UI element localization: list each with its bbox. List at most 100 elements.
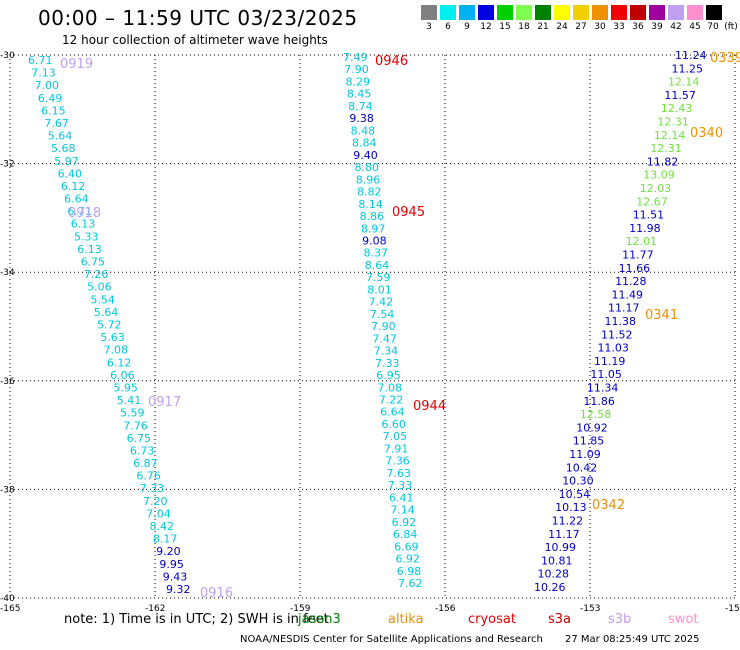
wave-height-value: 6.92 xyxy=(392,516,417,529)
scale-swatch xyxy=(611,5,627,20)
wave-height-value: 9.38 xyxy=(349,112,374,125)
scale-label: 36 xyxy=(632,22,644,32)
footer-note: note: 1) Time is in UTC; 2) SWH is in fe… xyxy=(64,612,329,627)
wave-height-value: 11.22 xyxy=(552,515,584,528)
wave-height-value: 11.52 xyxy=(601,328,633,341)
wave-height-value: 11.66 xyxy=(619,262,651,275)
wave-height-value: 8.97 xyxy=(361,222,386,235)
wave-height-value: 5.06 xyxy=(87,281,112,294)
wave-height-value: 7.04 xyxy=(146,507,171,520)
wave-height-value: 7.08 xyxy=(104,344,129,357)
wave-height-value: 5.68 xyxy=(51,142,76,155)
wave-height-value: 5.59 xyxy=(120,407,145,420)
wave-height-value: 7.33 xyxy=(140,482,165,495)
wave-height-value: 10.54 xyxy=(559,488,591,501)
wave-height-value: 6.64 xyxy=(64,193,89,206)
wave-height-value: 7.20 xyxy=(143,495,168,508)
wave-height-value: 11.51 xyxy=(633,209,665,222)
scale-swatch xyxy=(668,5,684,20)
wave-height-value: 11.28 xyxy=(615,275,647,288)
wave-height-value: 10.26 xyxy=(534,581,566,594)
wave-height-value: 12.03 xyxy=(640,182,672,195)
wave-height-value: 11.57 xyxy=(664,89,696,102)
scale-swatch xyxy=(687,5,703,20)
scale-swatch xyxy=(630,5,646,20)
wave-height-value: 7.63 xyxy=(386,467,411,480)
wave-height-value: 12.67 xyxy=(636,195,668,208)
scale-label: 24 xyxy=(556,22,568,32)
wave-height-value: 6.73 xyxy=(130,444,155,457)
pass-time-label: 0917 xyxy=(148,395,181,410)
wave-height-value: 5.64 xyxy=(94,306,119,319)
scale-swatch xyxy=(516,5,532,20)
pass-time-label: 0919 xyxy=(60,57,93,72)
pass-time-label: 0342 xyxy=(592,498,625,513)
wave-height-value: 6.12 xyxy=(61,180,86,193)
wave-height-value: 11.98 xyxy=(629,222,661,235)
scale-label: 70 xyxy=(707,22,719,32)
scale-swatch xyxy=(459,5,475,20)
wave-height-value: 7.33 xyxy=(388,479,413,492)
wave-height-value: 10.30 xyxy=(562,475,594,488)
wave-height-value: 7.34 xyxy=(374,345,399,358)
wave-height-value: 5.41 xyxy=(117,394,142,407)
wave-height-value: 12.01 xyxy=(626,235,658,248)
wave-height-value: 7.08 xyxy=(378,381,403,394)
lon-tick-label: -165 xyxy=(0,604,20,614)
scale-label: 6 xyxy=(445,22,451,32)
pass-time-label: 0946 xyxy=(375,54,408,69)
scale-label: 3 xyxy=(426,22,432,32)
pass-time-label: 0339 xyxy=(710,51,740,66)
wave-height-value: 5.97 xyxy=(54,155,79,168)
wave-height-value: 9.08 xyxy=(362,234,387,247)
wave-height-value: 8.45 xyxy=(347,88,372,101)
mission-label-s3b: s3b xyxy=(608,612,632,627)
wave-height-value: 8.17 xyxy=(153,533,178,546)
scale-label: 33 xyxy=(613,22,625,32)
scale-swatch xyxy=(535,5,551,20)
wave-height-value: 6.76 xyxy=(136,470,161,483)
wave-height-value: 7.90 xyxy=(344,63,369,76)
wave-height-value: 8.96 xyxy=(356,173,381,186)
scale-swatch xyxy=(649,5,665,20)
wave-height-value: 8.48 xyxy=(351,124,376,137)
wave-height-value: 12.31 xyxy=(657,116,689,129)
wave-height-value: 10.99 xyxy=(545,541,577,554)
lat-tick-label: -30 xyxy=(0,51,15,61)
wave-height-value: 7.36 xyxy=(385,455,410,468)
scale-unit: (ft) xyxy=(724,22,738,32)
wave-height-value: 6.60 xyxy=(381,418,406,431)
page-subtitle: 12 hour collection of altimeter wave hei… xyxy=(62,33,328,47)
wave-height-value: 5.64 xyxy=(48,130,73,143)
scale-label: 21 xyxy=(537,22,549,32)
wave-height-value: 11.17 xyxy=(608,302,640,315)
wave-height-value: 6.64 xyxy=(380,406,405,419)
lat-tick-label: -36 xyxy=(0,377,15,387)
wave-height-value: 8.84 xyxy=(352,137,377,150)
wave-height-value: 7.62 xyxy=(398,577,423,590)
pass-time-label: 0918 xyxy=(68,206,101,221)
wave-height-value: 11.49 xyxy=(612,288,644,301)
wave-height-value: 9.40 xyxy=(353,149,378,162)
wave-height-value: 7.91 xyxy=(384,442,409,455)
wave-height-value: 6.71 xyxy=(28,54,53,67)
wave-height-value: 8.80 xyxy=(355,161,380,174)
mission-label-swot: swot xyxy=(668,612,699,627)
wave-height-value: 11.38 xyxy=(605,315,637,328)
wave-height-value: 7.59 xyxy=(366,271,391,284)
wave-height-value: 5.72 xyxy=(97,319,122,332)
scale-swatch xyxy=(478,5,494,20)
wave-height-value: 7.26 xyxy=(84,268,109,281)
lat-tick-label: -32 xyxy=(0,160,15,170)
wave-height-value: 6.87 xyxy=(133,457,158,470)
wave-height-value: 11.24 xyxy=(675,49,707,62)
wave-height-value: 7.90 xyxy=(371,320,396,333)
mission-label-jason3: jason3 xyxy=(298,612,341,627)
wave-height-value: 6.75 xyxy=(127,432,152,445)
wave-height-value: 12.14 xyxy=(654,129,686,142)
wave-height-value: 8.29 xyxy=(346,75,371,88)
pass-time-label: 0944 xyxy=(413,399,446,414)
wave-height-value: 12.58 xyxy=(580,408,612,421)
scale-label: 15 xyxy=(499,22,511,32)
